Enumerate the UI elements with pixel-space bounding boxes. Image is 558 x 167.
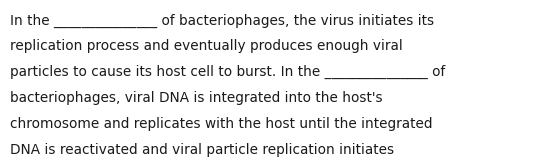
Text: bacteriophages, viral DNA is integrated into the host's: bacteriophages, viral DNA is integrated … (10, 91, 383, 105)
Text: chromosome and replicates with the host until the integrated: chromosome and replicates with the host … (10, 117, 432, 131)
Text: replication process and eventually produces enough viral: replication process and eventually produ… (10, 39, 403, 53)
Text: In the _______________ of bacteriophages, the virus initiates its: In the _______________ of bacteriophages… (10, 13, 434, 28)
Text: DNA is reactivated and viral particle replication initiates: DNA is reactivated and viral particle re… (10, 143, 394, 157)
Text: particles to cause its host cell to burst. In the _______________ of: particles to cause its host cell to burs… (10, 65, 445, 79)
